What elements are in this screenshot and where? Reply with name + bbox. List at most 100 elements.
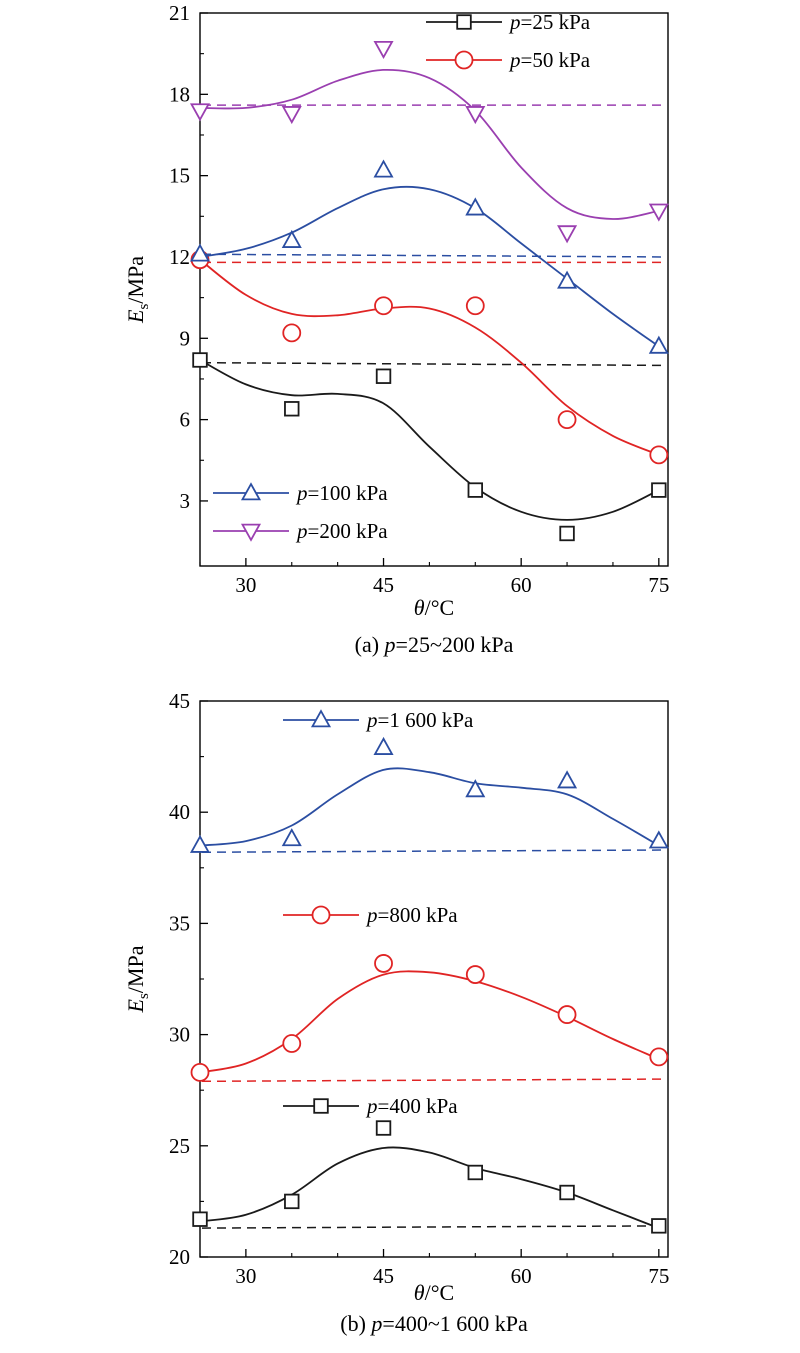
panel-b-series-1-point — [189, 834, 211, 853]
panel-b-series-2-point — [282, 1034, 302, 1053]
panel-b-series-2-legend-rest: =800 kPa — [378, 903, 459, 927]
panel-a-caption-rest: =25~200 kPa — [396, 632, 514, 657]
panel-a-series-4: p=200 kPa — [189, 40, 669, 543]
panel-a-x-axis-title: θ/°C — [414, 595, 454, 620]
panel-a-y-axis-unit: /MPa — [123, 256, 148, 304]
panel-a-series-3-point — [648, 335, 669, 354]
panel-b-series-2-legend-label: p=800 kPa — [365, 903, 458, 927]
panel-b-caption-prefix: (b) — [340, 1311, 371, 1336]
panel-a-series-2-point — [557, 410, 577, 430]
panel-b-series-2-legend-marker — [311, 905, 331, 925]
panel-a-x-tick-label: 30 — [235, 573, 256, 597]
panel-a-series-4-point — [648, 203, 669, 222]
panel-a-series-1-point — [284, 401, 300, 417]
panel-a-series-3-legend-marker — [240, 482, 262, 501]
panel-a-series-1: p=25 kPa — [192, 10, 667, 542]
panel-b-series-3-point — [284, 1193, 300, 1210]
panel-b-caption-var: p — [369, 1311, 382, 1336]
panel-a-series-1-legend-label: p=25 kPa — [508, 10, 591, 34]
panel-b-series-1-legend-marker — [310, 709, 332, 728]
panel-a-series-2: p=50 kPa — [190, 48, 669, 465]
panel-a-series-1-point — [651, 482, 667, 498]
panel-b-series-3-legend-rest: =400 kPa — [378, 1094, 459, 1118]
panel-b-series-3-legend-var: p — [365, 1094, 378, 1118]
panel-b-series-3-legend-label: p=400 kPa — [365, 1094, 458, 1118]
panel-a-x-axis-unit: /°C — [425, 595, 455, 620]
panel-a-series-2-point — [374, 296, 393, 316]
panel-b-series-2-point — [557, 1005, 577, 1024]
panel-b-series-1-legend-label: p=1 600 kPa — [365, 708, 474, 732]
panel-a-series-4-legend-var: p — [295, 519, 308, 543]
panel-b-series-1-point — [281, 828, 302, 847]
panel-b-series-3-point — [467, 1164, 483, 1181]
panel-a-series-3: p=100 kPa — [189, 159, 669, 505]
panel-b-x-tick-label: 60 — [511, 1264, 532, 1288]
panel-b-series-2-point — [190, 1063, 210, 1082]
panel-a-series-4-legend-label: p=200 kPa — [295, 519, 388, 543]
panel-b-caption-rest: =400~1 600 kPa — [382, 1311, 528, 1336]
panel-a-series-3-reference-line — [201, 253, 667, 258]
panel-b-series-3-point — [192, 1211, 208, 1227]
panel-a-series-3-point — [189, 243, 211, 262]
panel-b-y-tick-label: 25 — [169, 1134, 190, 1158]
panel-a-series-2-legend-var: p — [508, 48, 521, 72]
panel-a-series-2-point — [282, 323, 302, 343]
panel-b-series-2-point — [465, 965, 485, 984]
panel-a-series-2-fit-curve — [199, 258, 660, 456]
panel-b-series-1-fit-curve — [199, 767, 660, 847]
panel-b-y-tick-label: 20 — [169, 1245, 190, 1269]
panel-a-series-4-point — [465, 106, 486, 125]
panel-a-series-2-legend-marker — [454, 50, 474, 70]
panel-b-series-1-reference-line — [201, 849, 667, 853]
panel-a-series-1-point — [559, 525, 575, 542]
panel-a-series-1-fit-curve — [199, 359, 660, 521]
panel-a-series-4-point — [557, 225, 578, 244]
panel-b-y-axis-sub: s — [136, 993, 152, 999]
panel-a-x-tick-label: 45 — [373, 573, 394, 597]
panel-a-y-tick-label: 18 — [169, 82, 190, 106]
panel-a-plot-frame — [199, 12, 669, 567]
panel-b-y-tick-label: 35 — [169, 911, 190, 935]
panel-b-series-3: p=400 kPa — [192, 1094, 667, 1234]
panel-a-y-tick-label: 3 — [180, 489, 191, 513]
panel-b-x-axis-title: θ/°C — [414, 1280, 454, 1305]
panel-b-y-axis-unit: /MPa — [123, 945, 148, 993]
panel-a-series-1-reference-line — [201, 361, 667, 367]
panel-a-series-4-fit-curve — [199, 68, 659, 220]
panel-a-y-tick-label: 6 — [180, 408, 191, 432]
panel-b-series-1-legend-var: p — [365, 708, 378, 732]
panel-b-y-axis-title: Es/MPa — [123, 945, 152, 1013]
panel-b-series-1: p=1 600 kPa — [189, 708, 669, 853]
panel-b-y-tick-label: 45 — [169, 689, 190, 713]
panel-a-series-2-legend-rest: =50 kPa — [521, 48, 591, 72]
panel-a-y-tick-label: 21 — [169, 1, 190, 25]
panel-b-series-3-point — [559, 1184, 575, 1201]
panel-b-y-tick-label: 40 — [169, 800, 190, 824]
panel-a-series-2-point — [465, 296, 485, 316]
panel-a-y-tick-label: 12 — [169, 245, 190, 269]
panel-a-series-4-point — [189, 103, 211, 122]
panel-a-series-1-legend-rest: =25 kPa — [521, 10, 591, 34]
panel-b-series-3-point — [375, 1120, 392, 1136]
panel-a-y-axis-var: E — [123, 309, 148, 324]
panel-a-series-1-legend-marker — [456, 14, 472, 30]
panel-b-series-3-legend-marker — [313, 1098, 329, 1114]
panel-b-x-axis-var: θ — [414, 1280, 425, 1305]
panel-a-series-1-point — [467, 482, 483, 498]
panel-a-series-2-point — [649, 445, 669, 465]
panel-b-series-1-point — [557, 770, 578, 789]
panel-a-x-tick-label: 75 — [648, 573, 669, 597]
panel-b-series-2-legend-var: p — [365, 903, 378, 927]
panel-b-series-2-reference-line — [201, 1078, 667, 1083]
panel-a-caption-prefix: (a) — [355, 632, 385, 657]
panel-a-series-3-legend-label: p=100 kPa — [295, 481, 388, 505]
panel-b-y-tick-label: 30 — [169, 1023, 190, 1047]
panel-b-series-1-point — [465, 779, 486, 798]
panel-a-series-3-legend-rest: =100 kPa — [308, 481, 389, 505]
panel-a-caption-var: p — [383, 632, 396, 657]
panel-a-series-3-point — [465, 197, 486, 216]
panel-a-series-1-point — [375, 368, 392, 384]
